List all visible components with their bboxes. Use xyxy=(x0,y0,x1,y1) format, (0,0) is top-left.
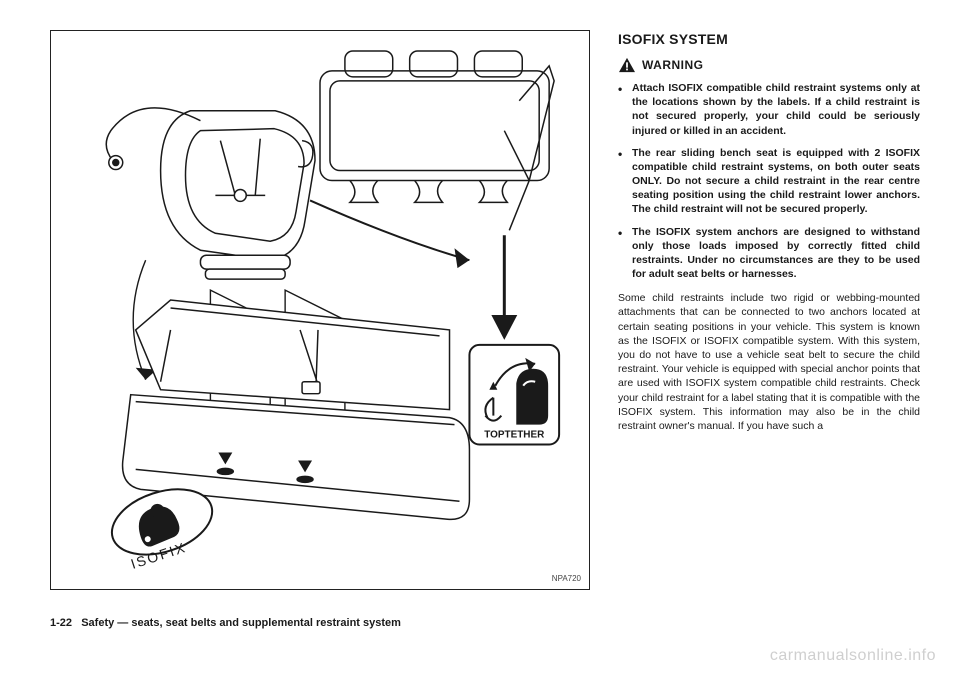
illustration-box: TOPTETHER ISOFIX NPA720 xyxy=(50,30,590,590)
warning-row: WARNING xyxy=(618,57,920,73)
bullet-item: The ISOFIX system anchors are designed t… xyxy=(618,225,920,282)
isofix-diagram: TOPTETHER ISOFIX xyxy=(51,31,589,589)
chapter-title: Safety — seats, seat belts and supplemen… xyxy=(81,617,401,629)
toptether-label: TOPTETHER xyxy=(484,430,544,441)
bullet-item: The rear sliding bench seat is equipped … xyxy=(618,146,920,217)
page-footer: 1-22 Safety — seats, seat belts and supp… xyxy=(50,617,401,629)
text-column: ISOFIX SYSTEM WARNING Attach ISOFIX comp… xyxy=(618,30,920,610)
watermark: carmanualsonline.info xyxy=(770,647,936,665)
bullet-item: Attach ISOFIX compatible child restraint… xyxy=(618,81,920,138)
page-layout: TOPTETHER ISOFIX NPA720 ISOFIX SYSTEM WA… xyxy=(50,30,920,610)
section-title: ISOFIX SYSTEM xyxy=(618,30,920,49)
warning-label: WARNING xyxy=(642,57,704,73)
warning-icon xyxy=(618,57,636,73)
page-number: 1-22 xyxy=(50,617,72,629)
illustration-ref: NPA720 xyxy=(552,574,581,583)
body-paragraph: Some child restraints include two rigid … xyxy=(618,291,920,433)
warning-bullets: Attach ISOFIX compatible child restraint… xyxy=(618,81,920,281)
